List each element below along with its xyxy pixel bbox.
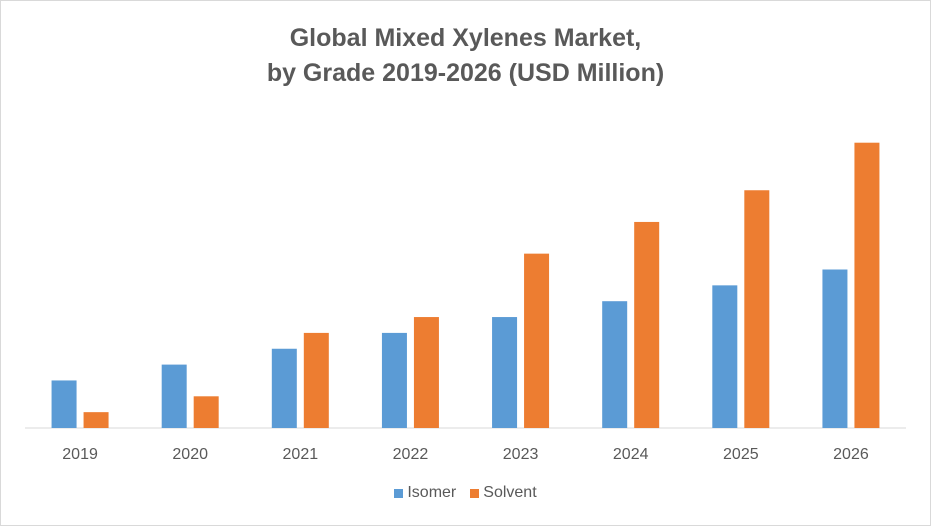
legend-label-isomer: Isomer <box>407 484 457 501</box>
chart-title-line2: by Grade 2019-2026 (USD Million) <box>266 59 665 87</box>
chart-title-line1: Global Mixed Xylenes Market, <box>289 24 642 52</box>
x-tick-label-2022: 2022 <box>393 446 429 463</box>
bar-solvent-2025 <box>744 190 770 428</box>
x-tick-label-2020: 2020 <box>172 446 208 463</box>
x-tick-label-2026: 2026 <box>833 446 869 463</box>
legend-swatch-isomer <box>394 488 404 498</box>
bar-isomer-2022 <box>381 332 407 428</box>
x-tick-label-2023: 2023 <box>503 446 539 463</box>
x-tick-label-2019: 2019 <box>62 446 98 463</box>
x-tick-label-2025: 2025 <box>723 446 759 463</box>
bar-solvent-2024 <box>634 221 660 428</box>
bar-isomer-2023 <box>492 317 518 428</box>
bar-isomer-2024 <box>602 301 628 428</box>
bar-isomer-2020 <box>161 364 187 428</box>
bar-solvent-2022 <box>413 317 439 428</box>
x-tick-label-2021: 2021 <box>283 446 319 463</box>
bar-solvent-2021 <box>303 332 329 428</box>
bar-isomer-2021 <box>271 348 297 428</box>
bar-solvent-2026 <box>854 142 880 428</box>
legend-item-solvent: Solvent <box>470 484 537 502</box>
legend-label-solvent: Solvent <box>483 484 537 501</box>
legend-swatch-solvent <box>470 488 480 498</box>
x-tick-label-2024: 2024 <box>613 446 649 463</box>
bar-solvent-2019 <box>83 412 109 428</box>
bar-solvent-2023 <box>524 253 550 428</box>
bar-isomer-2026 <box>822 269 848 428</box>
bar-isomer-2019 <box>51 380 77 428</box>
legend-item-isomer: Isomer <box>394 484 456 502</box>
bar-solvent-2020 <box>193 396 219 428</box>
bar-isomer-2025 <box>712 285 738 428</box>
legend: Isomer Solvent <box>0 484 931 502</box>
